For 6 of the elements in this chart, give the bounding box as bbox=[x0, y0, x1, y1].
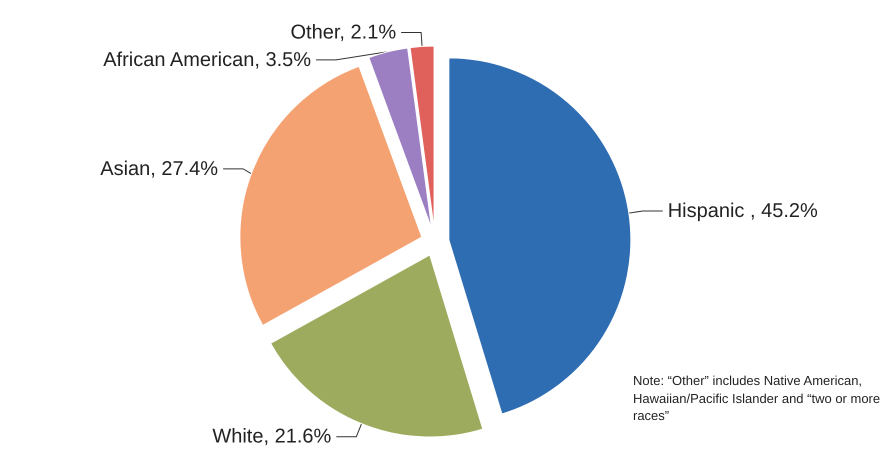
slice-label: African American, 3.5% bbox=[103, 48, 312, 71]
slice-label: White, 21.6% bbox=[212, 426, 332, 448]
text: Note: “Other” includes Native American, Hawaiian/Pacific Islander and “two or more races” bbox=[633, 372, 882, 425]
slice-label: Other, 2.1% bbox=[290, 21, 396, 44]
slice-label: Asian, 27.4% bbox=[100, 158, 218, 180]
slice-label: Hispanic , 45.2% bbox=[668, 200, 818, 222]
